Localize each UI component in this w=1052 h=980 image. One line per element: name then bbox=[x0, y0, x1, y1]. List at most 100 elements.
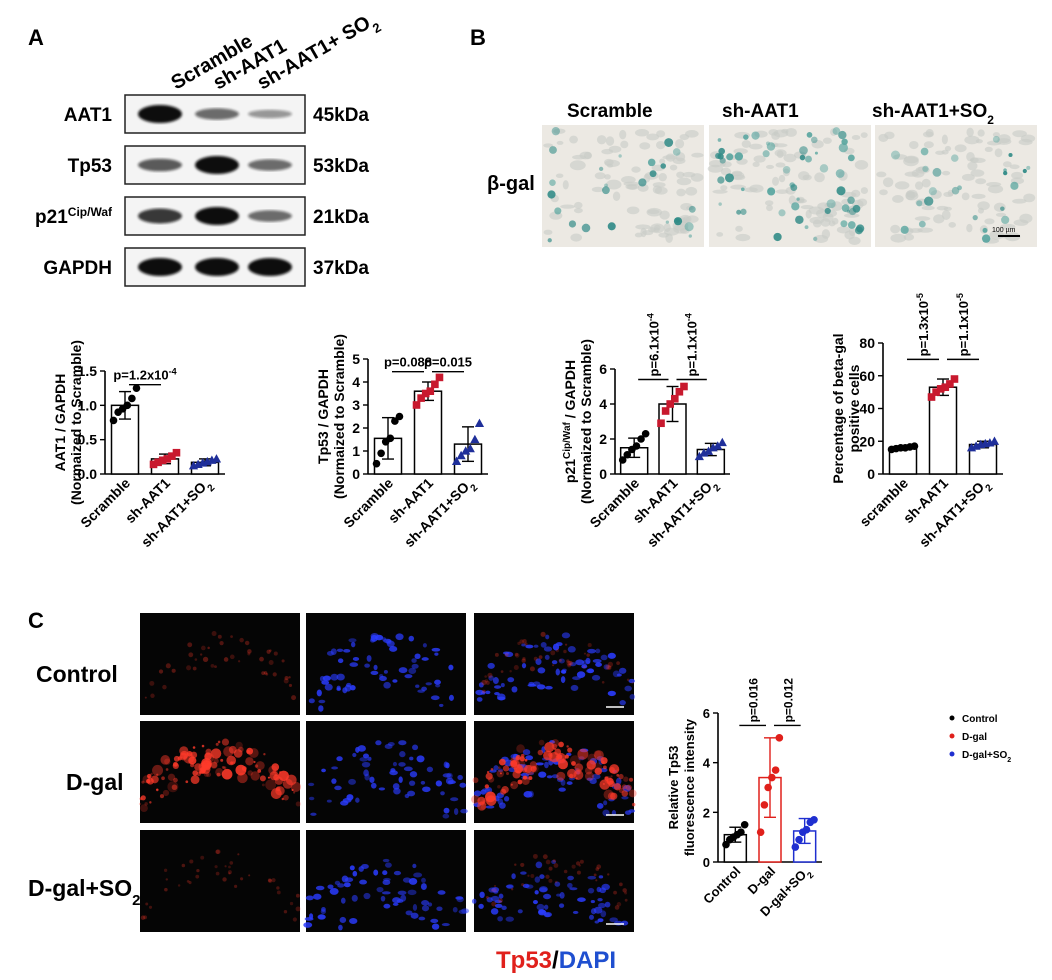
tp53-signal bbox=[147, 775, 151, 779]
micro-cell bbox=[707, 164, 724, 173]
micro-cell bbox=[778, 174, 786, 183]
data-point bbox=[128, 394, 136, 403]
micro-stain bbox=[647, 158, 656, 167]
micro-cell bbox=[798, 171, 810, 181]
micro-stain bbox=[982, 227, 988, 233]
micro-cell bbox=[1012, 130, 1027, 138]
dapi-nucleus bbox=[373, 869, 379, 876]
dapi-nucleus bbox=[348, 638, 357, 643]
y-axis-label: Percentage of beta-gal bbox=[830, 333, 846, 483]
dapi-nucleus bbox=[494, 691, 500, 696]
dapi-nucleus bbox=[476, 697, 483, 702]
micro-cell bbox=[606, 163, 614, 168]
micro-stain bbox=[928, 187, 937, 196]
x-tick-label: sh-AAT1+SO2 bbox=[644, 474, 724, 554]
data-point bbox=[791, 843, 800, 851]
legend-marker bbox=[949, 751, 955, 757]
dapi-nucleus bbox=[537, 667, 546, 674]
micro-cell bbox=[626, 206, 640, 215]
dapi-nucleus bbox=[379, 675, 387, 682]
micro-stain bbox=[799, 146, 808, 155]
micro-cell bbox=[662, 155, 678, 160]
micro-stain bbox=[734, 152, 744, 161]
dapi-nucleus bbox=[493, 765, 499, 771]
micro-cell bbox=[921, 178, 931, 188]
blot-row-label: AAT1 bbox=[64, 105, 113, 126]
dapi-nucleus bbox=[539, 886, 548, 893]
p-value-label: p=1.1x10-4 bbox=[684, 313, 700, 376]
micro-stain bbox=[549, 146, 557, 154]
tp53-signal bbox=[524, 758, 528, 762]
micro-cell bbox=[591, 186, 604, 193]
micro-stain bbox=[1026, 165, 1031, 170]
tp53-signal bbox=[514, 653, 520, 658]
dapi-nucleus bbox=[370, 782, 377, 789]
micro-cell bbox=[1019, 213, 1033, 224]
tp53-signal bbox=[602, 782, 605, 785]
micro-stain bbox=[847, 196, 855, 205]
tp53-signal bbox=[487, 672, 493, 678]
y-tick-label: 0.0 bbox=[78, 466, 98, 482]
micro-cell bbox=[634, 232, 643, 238]
tp53-signal bbox=[192, 666, 197, 671]
tp53-signal bbox=[263, 671, 268, 675]
micro-cell bbox=[635, 224, 651, 230]
data-point bbox=[377, 449, 385, 458]
tp53-signal bbox=[587, 753, 597, 763]
tp53-signal bbox=[595, 879, 598, 882]
micro-cell bbox=[860, 132, 868, 139]
tp53-signal bbox=[269, 649, 272, 652]
caption-dapi: DAPI bbox=[558, 947, 617, 974]
micro-stain bbox=[547, 190, 556, 199]
tp53-signal bbox=[196, 868, 200, 873]
dapi-nucleus bbox=[352, 656, 360, 661]
micro-cell bbox=[601, 148, 614, 155]
x-tick-label: scramble bbox=[856, 475, 911, 530]
dapi-nucleus bbox=[308, 698, 315, 704]
dapi-nucleus bbox=[545, 634, 550, 640]
y-axis-label: fluorescence intensity bbox=[682, 718, 697, 856]
p-value-label: p=1.2x10-4 bbox=[113, 367, 176, 383]
blot-band bbox=[195, 207, 239, 225]
tp53-signal bbox=[502, 765, 510, 772]
tp53-signal bbox=[248, 874, 251, 877]
tp53-signal bbox=[556, 771, 566, 781]
micro-cell bbox=[961, 192, 970, 201]
dapi-nucleus bbox=[414, 653, 421, 660]
tp53-signal bbox=[283, 678, 289, 684]
micro-stain bbox=[766, 142, 776, 151]
dapi-nucleus bbox=[558, 903, 565, 908]
blot-band bbox=[195, 156, 239, 174]
data-point bbox=[474, 418, 485, 427]
dapi-nucleus bbox=[393, 787, 401, 795]
data-point bbox=[637, 435, 645, 443]
micro-stain bbox=[718, 147, 726, 155]
tp53-signal bbox=[482, 800, 486, 803]
tp53-signal bbox=[517, 779, 523, 785]
dapi-nucleus bbox=[426, 766, 434, 773]
micro-stain bbox=[826, 199, 836, 209]
micro-cell bbox=[890, 233, 907, 243]
tp53-signal bbox=[596, 864, 602, 870]
dapi-nucleus bbox=[412, 863, 417, 869]
dapi-nucleus bbox=[440, 791, 445, 796]
p-value-label: p=0.015 bbox=[424, 355, 472, 370]
tp53-signal bbox=[171, 668, 176, 673]
blot-kda-label: 37kDa bbox=[313, 258, 369, 279]
tp53-signal bbox=[550, 650, 556, 656]
tp53-signal bbox=[292, 917, 297, 922]
micro-cell bbox=[831, 217, 839, 225]
micro-stain bbox=[841, 204, 850, 213]
micro-cell bbox=[921, 205, 935, 211]
y-tick-label: 0.5 bbox=[78, 432, 98, 448]
dapi-nucleus bbox=[355, 797, 360, 803]
dapi-nucleus bbox=[327, 884, 334, 890]
micro-cell bbox=[620, 140, 629, 149]
dapi-nucleus bbox=[597, 918, 604, 923]
micro-cell bbox=[712, 189, 728, 194]
tp53-signal bbox=[171, 784, 178, 791]
tp53-signal bbox=[188, 652, 194, 658]
tp53-signal bbox=[281, 659, 285, 663]
tp53-signal bbox=[165, 768, 169, 771]
tp53-signal bbox=[601, 680, 605, 684]
